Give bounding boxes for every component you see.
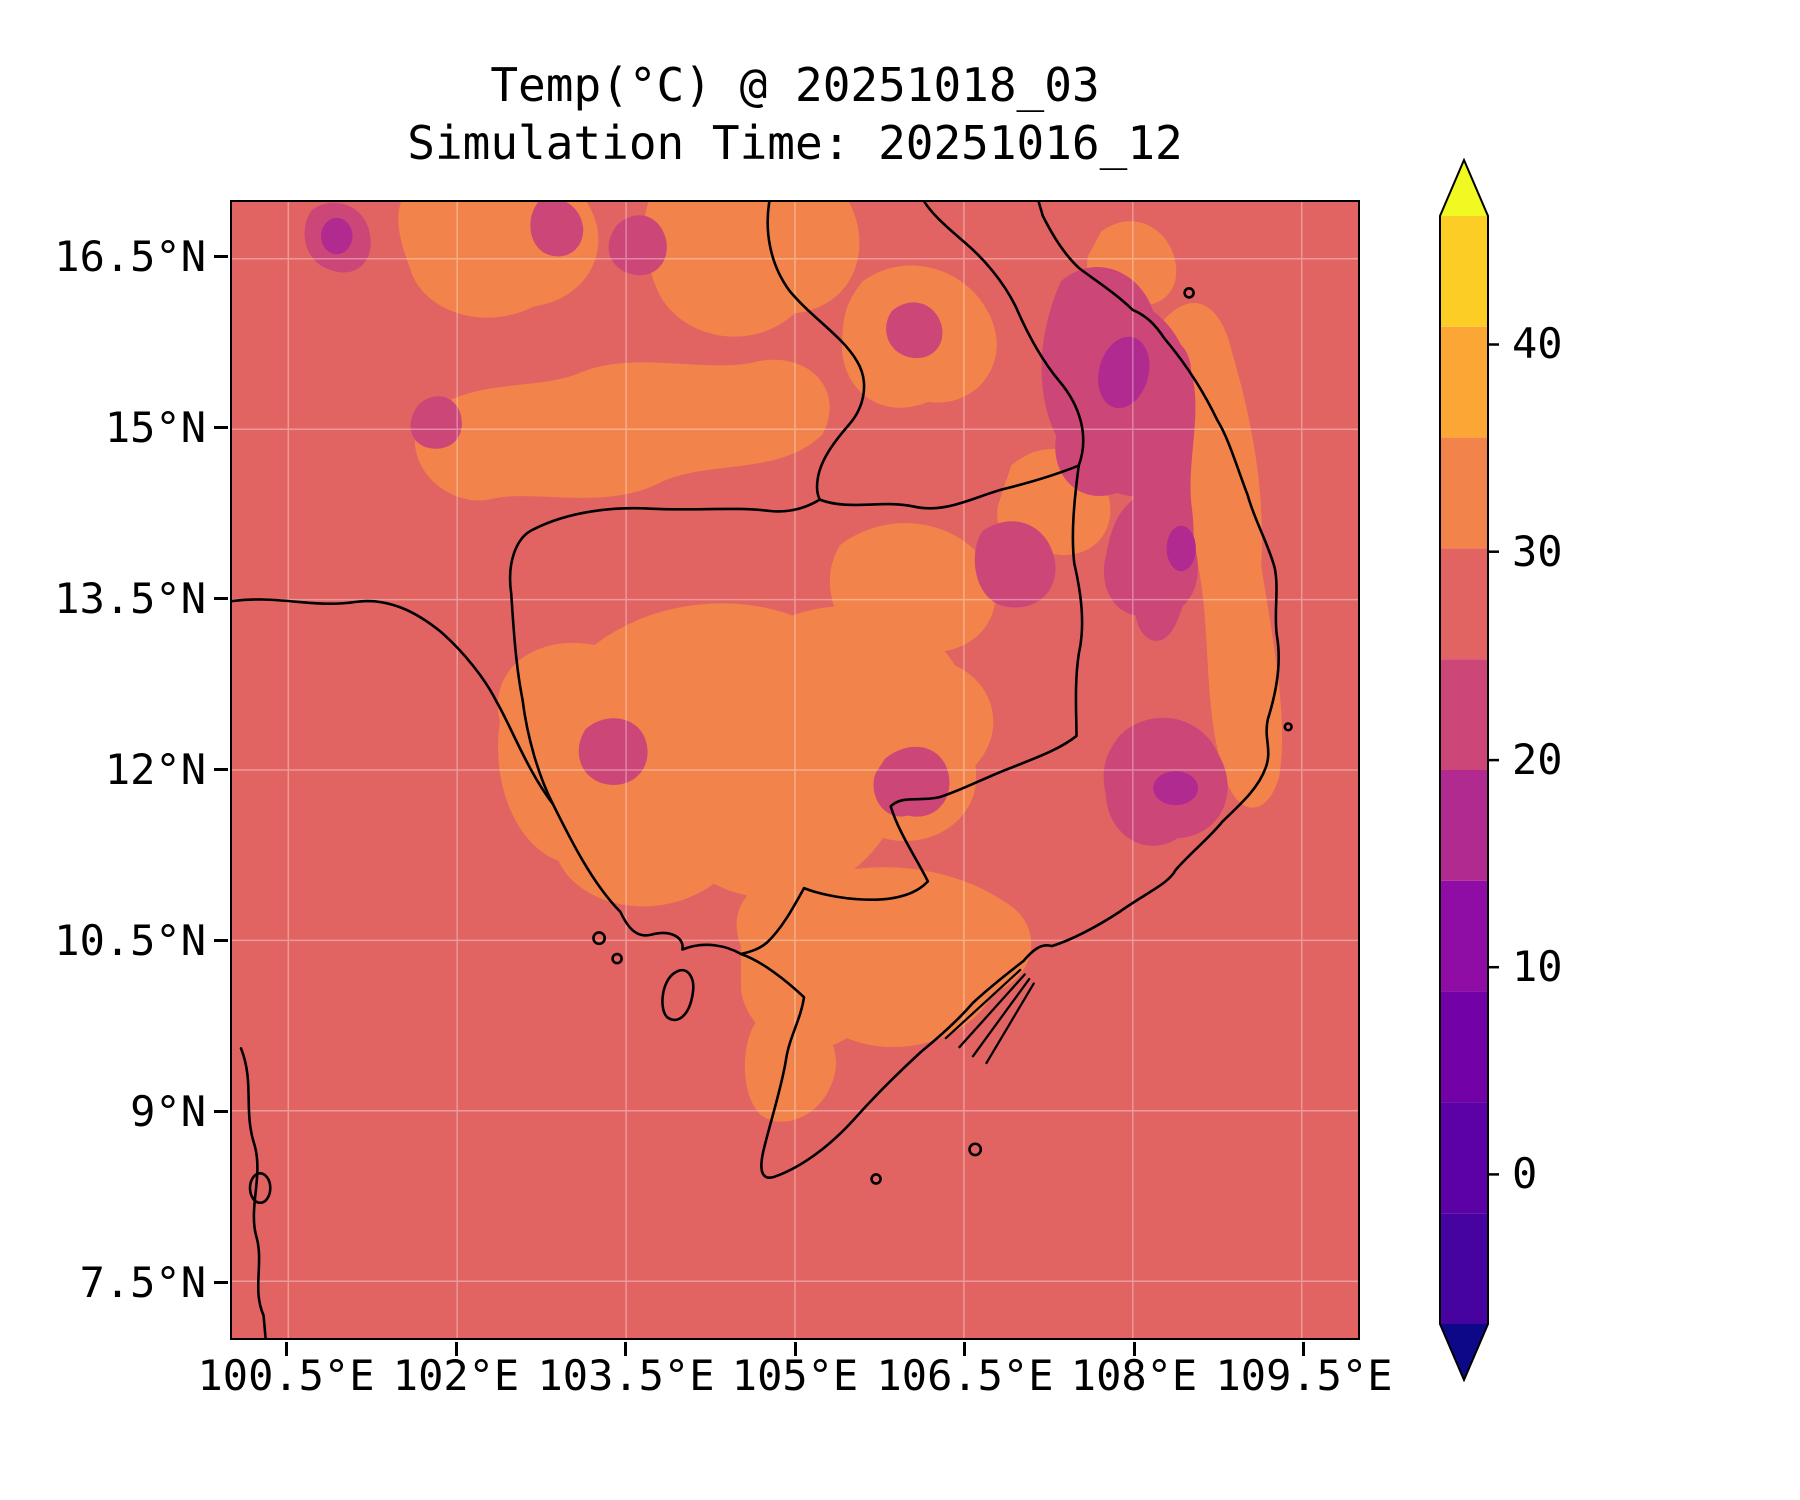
island-cham [1183, 287, 1195, 299]
x-tick-mark [1302, 1342, 1305, 1356]
island-samui [248, 1171, 272, 1205]
colorbar-segment [1440, 659, 1488, 770]
y-tick-label: 12°N [104, 745, 206, 794]
x-tick-label: 109.5°E [1215, 1351, 1393, 1400]
colorbar-under-triangle [1440, 1324, 1488, 1380]
colorbar-segment [1440, 1102, 1488, 1214]
border-thailand-cambodia [508, 498, 822, 806]
temp-band-15-20-cores [320, 217, 1199, 806]
colorbar-segment [1440, 548, 1488, 660]
temp-band-30-35-regions [398, 202, 1283, 1122]
border-laos-vietnam [922, 202, 1085, 467]
coastline-peninsula [239, 1047, 267, 1338]
temperature-map [232, 202, 1358, 1338]
y-tick-label: 10.5°N [54, 916, 206, 965]
temp-cold-core [320, 217, 353, 255]
temp-cool-blob [608, 215, 667, 276]
x-tick-mark [794, 1342, 797, 1356]
x-tick-label: 100.5°E [197, 1351, 375, 1400]
colorbar-segment [1440, 991, 1488, 1103]
y-tick-mark [214, 426, 228, 429]
y-tick-mark [214, 768, 228, 771]
x-tick-mark [624, 1342, 627, 1356]
coastline-mainland [232, 202, 1280, 1179]
colorbar-segment [1440, 437, 1488, 549]
colorbar-tick-label: 30 [1512, 527, 1563, 576]
x-tick-mark [1133, 1342, 1136, 1356]
island-small [870, 1173, 882, 1185]
x-tick-label: 108°E [1070, 1351, 1198, 1400]
border-laos-cambodia [818, 464, 1081, 510]
y-tick-label: 15°N [104, 403, 206, 452]
colorbar-tick-label: 40 [1512, 319, 1563, 368]
y-tick-label: 16.5°N [54, 232, 206, 281]
y-tick-mark [214, 255, 228, 258]
estuary-channel [985, 982, 1035, 1065]
mekong-estuary-channels [944, 968, 1035, 1065]
temp-cool-blob [974, 521, 1056, 608]
estuary-channel [944, 968, 1022, 1040]
figure-title: Temp(°C) @ 20251018_03 Simulation Time: … [230, 56, 1360, 172]
colorbar-outline [1439, 158, 1489, 1382]
temp-cold-core [1153, 771, 1199, 806]
map-axes [230, 200, 1360, 1340]
border-cambodia-vietnam [739, 464, 1084, 956]
colorbar-tick-label: 10 [1512, 942, 1563, 991]
island-con-dao [968, 1142, 983, 1157]
temp-warm-blob [829, 523, 996, 666]
y-tick-label: 13.5°N [54, 574, 206, 623]
colorbar-segment [1440, 216, 1488, 327]
island-small [592, 931, 607, 946]
colorbar-segment [1440, 1213, 1488, 1324]
x-tick-mark [963, 1342, 966, 1356]
y-tick-mark [214, 939, 228, 942]
temp-cool-blob [578, 718, 648, 785]
colorbar-segment [1440, 326, 1488, 438]
island-small [611, 952, 623, 965]
y-tick-mark [214, 597, 228, 600]
x-tick-label: 105°E [731, 1351, 859, 1400]
x-tick-mark [455, 1342, 458, 1356]
colorbar-over-triangle [1440, 160, 1488, 216]
y-tick-mark [214, 1281, 228, 1284]
temp-warm-blob [736, 867, 1032, 1050]
y-tick-label: 9°N [130, 1087, 206, 1136]
estuary-channel [958, 973, 1026, 1049]
temp-warm-blob [414, 359, 830, 501]
temp-warm-blob [744, 1014, 836, 1122]
temp-warm-blob [497, 603, 994, 907]
island-small [1283, 722, 1293, 732]
colorbar [1439, 158, 1499, 1382]
map-gridlines [232, 202, 1358, 1338]
temp-warm-blob [643, 202, 860, 337]
x-tick-label: 106.5°E [876, 1351, 1054, 1400]
x-tick-label: 103.5°E [537, 1351, 715, 1400]
y-tick-mark [214, 1110, 228, 1113]
colorbar-tick-label: 20 [1512, 735, 1563, 784]
y-tick-label: 7.5°N [79, 1258, 206, 1307]
temp-cool-blob [410, 396, 462, 449]
temp-cold-core [1166, 525, 1196, 572]
border-thailand-laos [766, 202, 866, 501]
title-line-1: Temp(°C) @ 20251018_03 [490, 58, 1100, 112]
x-tick-mark [285, 1342, 288, 1356]
colorbar-segment [1440, 770, 1488, 881]
x-tick-label: 102°E [392, 1351, 520, 1400]
temp-cool-blob [530, 202, 584, 257]
estuary-channel [971, 977, 1031, 1058]
title-line-2: Simulation Time: 20251016_12 [407, 116, 1183, 170]
colorbar-tick-label: 0 [1512, 1149, 1538, 1198]
colorbar-segment [1440, 880, 1488, 992]
temp-cold-core [1098, 336, 1150, 409]
temp-cool-blob [886, 302, 943, 359]
island-phu-quoc [661, 969, 695, 1022]
